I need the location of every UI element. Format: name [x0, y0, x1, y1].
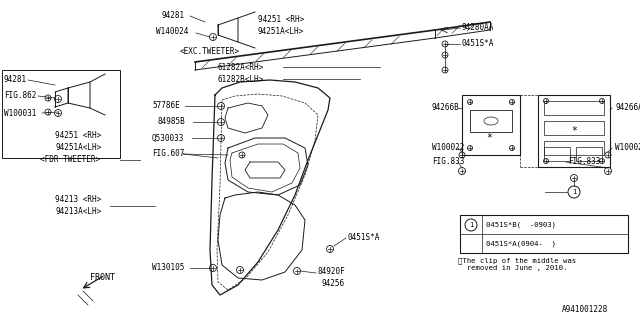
Text: W100022: W100022 [615, 143, 640, 153]
Bar [544, 101, 604, 115]
Text: FIG.833: FIG.833 [568, 157, 600, 166]
Text: *: * [486, 133, 492, 143]
Text: FIG.833: FIG.833 [432, 157, 465, 166]
Bar [470, 110, 512, 132]
Text: ※The clip of the middle was
  removed in June , 2010.: ※The clip of the middle was removed in J… [458, 257, 576, 271]
Bar [544, 121, 604, 135]
Bar [538, 95, 610, 167]
Text: 94281: 94281 [4, 76, 27, 84]
Bar [462, 95, 520, 155]
Bar [544, 147, 570, 161]
Text: 94251A<LH>: 94251A<LH> [258, 28, 304, 36]
Text: 0451S*A(0904-  ): 0451S*A(0904- ) [486, 241, 556, 247]
Text: 94251 <RH>: 94251 <RH> [258, 15, 304, 25]
Text: 0451S*B(  -0903): 0451S*B( -0903) [486, 222, 556, 228]
Text: 0451S*A: 0451S*A [462, 39, 494, 49]
Text: 94266A: 94266A [615, 103, 640, 113]
Text: 94266B: 94266B [432, 103, 460, 113]
Text: <FDR TWEETER>: <FDR TWEETER> [40, 156, 100, 164]
Text: W100031: W100031 [4, 108, 36, 117]
Text: 94213A<LH>: 94213A<LH> [55, 207, 101, 217]
Text: FIG.607: FIG.607 [152, 149, 184, 158]
Bar [2, 70, 120, 158]
Text: W130105: W130105 [152, 263, 184, 273]
Bar [544, 141, 604, 155]
Bar [460, 215, 628, 253]
Text: 94256: 94256 [322, 279, 345, 289]
Text: 94251 <RH>: 94251 <RH> [55, 131, 101, 140]
Text: W140024: W140024 [156, 28, 188, 36]
Text: 0451S*A: 0451S*A [348, 234, 380, 243]
Text: W100022: W100022 [432, 143, 465, 153]
Bar [576, 147, 602, 161]
Text: FRONT: FRONT [90, 274, 115, 283]
Text: FIG.862: FIG.862 [4, 92, 36, 100]
Text: 84985B: 84985B [158, 117, 186, 126]
Text: 61282B<LH>: 61282B<LH> [218, 75, 264, 84]
Text: 61282A<RH>: 61282A<RH> [218, 62, 264, 71]
Text: 84920F: 84920F [318, 268, 346, 276]
Text: *: * [571, 126, 577, 136]
Text: Q530033: Q530033 [152, 133, 184, 142]
Text: 94251A<LH>: 94251A<LH> [55, 142, 101, 151]
Text: 1: 1 [572, 189, 576, 195]
Text: 94281: 94281 [162, 11, 185, 20]
Text: 94213 <RH>: 94213 <RH> [55, 196, 101, 204]
Text: 1: 1 [469, 222, 473, 228]
Text: A941001228: A941001228 [562, 306, 608, 315]
Text: 94280AA: 94280AA [462, 23, 494, 33]
Text: 57786E: 57786E [152, 101, 180, 110]
Text: <EXC.TWEETER>: <EXC.TWEETER> [180, 47, 240, 57]
